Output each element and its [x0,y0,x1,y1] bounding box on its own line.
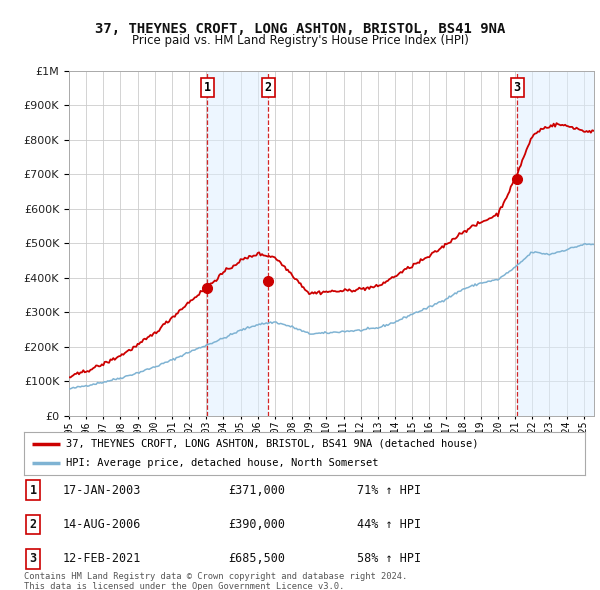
Text: HPI: Average price, detached house, North Somerset: HPI: Average price, detached house, Nort… [66,458,379,468]
Text: 71% ↑ HPI: 71% ↑ HPI [357,484,421,497]
Text: 37, THEYNES CROFT, LONG ASHTON, BRISTOL, BS41 9NA: 37, THEYNES CROFT, LONG ASHTON, BRISTOL,… [95,22,505,37]
Text: 12-FEB-2021: 12-FEB-2021 [63,552,142,565]
Bar [517,71,594,416]
Text: 58% ↑ HPI: 58% ↑ HPI [357,552,421,565]
Text: 2: 2 [29,518,37,531]
Text: 44% ↑ HPI: 44% ↑ HPI [357,518,421,531]
Text: 37, THEYNES CROFT, LONG ASHTON, BRISTOL, BS41 9NA (detached house): 37, THEYNES CROFT, LONG ASHTON, BRISTOL,… [66,439,479,449]
Text: 3: 3 [514,81,521,94]
Text: £371,000: £371,000 [228,484,285,497]
Text: This data is licensed under the Open Government Licence v3.0.: This data is licensed under the Open Gov… [24,582,344,590]
Text: 2: 2 [265,81,272,94]
Text: 1: 1 [29,484,37,497]
Text: 1: 1 [203,81,211,94]
Bar [207,71,268,416]
Text: £685,500: £685,500 [228,552,285,565]
Text: 14-AUG-2006: 14-AUG-2006 [63,518,142,531]
Text: Price paid vs. HM Land Registry's House Price Index (HPI): Price paid vs. HM Land Registry's House … [131,34,469,47]
Text: 3: 3 [29,552,37,565]
Text: Contains HM Land Registry data © Crown copyright and database right 2024.: Contains HM Land Registry data © Crown c… [24,572,407,581]
Text: 17-JAN-2003: 17-JAN-2003 [63,484,142,497]
Text: £390,000: £390,000 [228,518,285,531]
